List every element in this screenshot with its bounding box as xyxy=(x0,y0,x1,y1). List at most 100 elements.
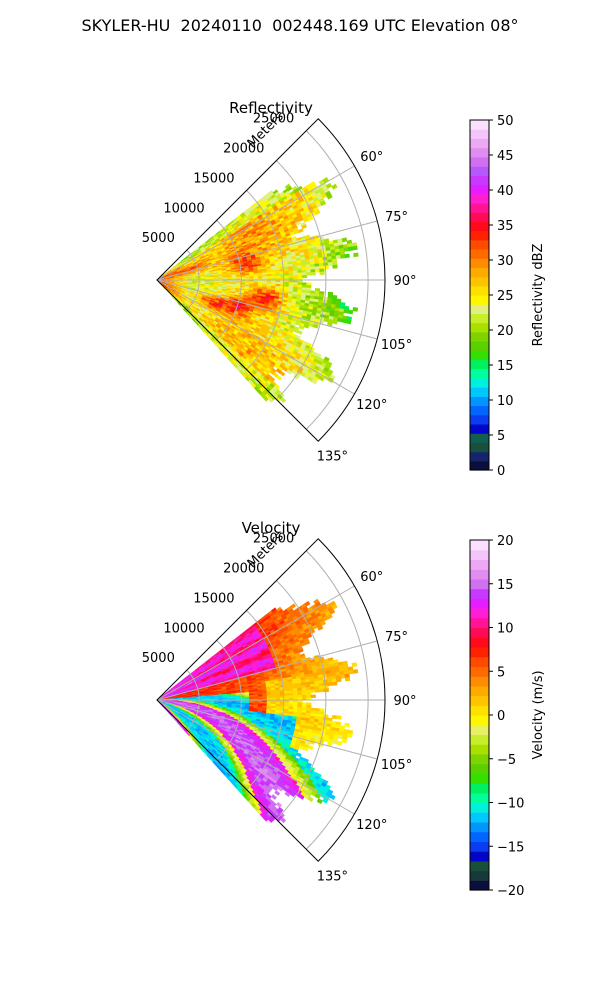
colorbar-tick-label: 40 xyxy=(497,184,514,199)
velocity-plot: Velocity 60° 75° 90° 105° 120° 135° 5000 10000 15… xyxy=(142,519,546,899)
colorbar-swatch xyxy=(470,120,489,130)
colorbar-swatch xyxy=(470,405,489,416)
colorbar-swatch xyxy=(470,744,489,755)
azimuth-tick-label: 75° xyxy=(385,630,408,645)
colorbar-tick-label: 5 xyxy=(497,429,505,444)
colorbar-swatch xyxy=(470,387,489,397)
colorbar-swatch xyxy=(470,705,489,716)
colorbar-swatch xyxy=(470,202,489,213)
range-tick-label: 20000 xyxy=(223,142,264,157)
colorbar-swatch xyxy=(470,598,489,609)
colorbar-swatch xyxy=(470,414,489,425)
colorbar-swatch xyxy=(470,295,489,305)
colorbar-swatch xyxy=(470,812,489,823)
colorbar-swatch xyxy=(470,239,489,250)
colorbar-tick-label: 0 xyxy=(497,709,505,724)
azimuth-tick-label: 75° xyxy=(385,210,408,225)
colorbar-swatch xyxy=(470,377,489,388)
colorbar-swatch xyxy=(470,821,489,833)
colorbar-swatch xyxy=(470,212,489,222)
colorbar-swatch xyxy=(470,423,489,434)
colorbar-swatch xyxy=(470,341,489,351)
colorbar-swatch xyxy=(470,221,489,232)
colorbar-swatch xyxy=(470,138,489,149)
colorbar-swatch xyxy=(470,304,489,315)
colorbar-swatch xyxy=(470,870,489,881)
colorbar-swatch xyxy=(470,442,489,453)
subplot-title: Reflectivity xyxy=(229,99,313,117)
reflectivity-plot: Reflectivity60°75°90°105°120°135°5000100… xyxy=(142,99,546,479)
colorbar-tick-label: 0 xyxy=(497,464,505,479)
azimuth-tick-label: 60° xyxy=(360,570,383,585)
colorbar-tick-label: −20 xyxy=(497,884,524,899)
colorbar-swatch xyxy=(470,569,489,580)
polar-grid xyxy=(156,130,385,442)
colorbar-swatch xyxy=(470,753,489,765)
range-tick-label: 15000 xyxy=(193,171,234,186)
colorbar-swatch xyxy=(470,147,489,158)
colorbar-swatch xyxy=(470,724,489,736)
colorbar-tick-label: 45 xyxy=(497,149,514,164)
colorbar-swatch xyxy=(470,350,489,361)
colorbar-swatch xyxy=(470,676,489,687)
colorbar-swatch xyxy=(470,695,489,706)
colorbar-tick-label: 15 xyxy=(497,359,514,374)
colorbar-swatch xyxy=(470,258,489,268)
azimuth-tick-label: 105° xyxy=(381,338,412,353)
colorbar-swatch xyxy=(470,588,489,599)
colorbar-swatch xyxy=(470,715,489,726)
colorbar-label: Reflectivity dBZ xyxy=(531,244,546,347)
range-tick-label: 10000 xyxy=(163,201,204,216)
colorbar-tick-label: 30 xyxy=(497,254,514,269)
azimuth-tick-labels: 60° 75° 90° 105° 120° 135° xyxy=(317,570,417,884)
range-tick-labels: 5000 10000 15000 20000 25000 xyxy=(142,112,295,246)
colorbar-swatch xyxy=(470,608,489,619)
azimuth-tick-label: 60° xyxy=(360,150,383,165)
range-tick-label: 15000 xyxy=(193,591,234,606)
colorbar: −20 −15 −10 −5 0 5 10 15 20 Velocity (m/s) xyxy=(469,534,546,899)
colorbar-swatch xyxy=(470,313,489,324)
colorbar-label: Velocity (m/s) xyxy=(531,670,546,759)
colorbar-swatch xyxy=(470,184,489,195)
colorbar-swatch xyxy=(470,248,489,259)
range-tick-labels: 5000 10000 15000 20000 25000 xyxy=(142,532,295,666)
colorbar-swatch xyxy=(470,331,489,342)
colorbar-tick-label: 25 xyxy=(497,289,514,304)
colorbar-swatch xyxy=(470,841,489,852)
colorbar-tick-label: −10 xyxy=(497,797,524,812)
colorbar-swatch xyxy=(470,627,489,638)
range-tick-label: 25000 xyxy=(253,112,294,127)
colorbar-swatch xyxy=(470,193,489,204)
colorbar-swatch xyxy=(470,166,489,176)
azimuth-tick-label: 120° xyxy=(356,818,387,833)
colorbar-swatch xyxy=(470,637,489,648)
azimuth-tick-label: 135° xyxy=(317,869,348,884)
colorbar-tick-label: 10 xyxy=(497,622,514,637)
range-tick-label: 20000 xyxy=(223,562,264,577)
colorbar-swatch xyxy=(470,322,489,333)
colorbar-tick-label: 20 xyxy=(497,534,514,549)
radar-field xyxy=(156,177,359,404)
azimuth-tick-label: 90° xyxy=(393,274,416,289)
colorbar-tick-label: 10 xyxy=(497,394,514,409)
colorbar-swatch xyxy=(470,880,489,891)
colorbar-swatch xyxy=(470,175,489,186)
colorbar-tick-label: −15 xyxy=(497,840,524,855)
colorbar-swatch xyxy=(470,559,489,570)
colorbar-swatch xyxy=(470,666,489,677)
azimuth-tick-label: 105° xyxy=(381,758,412,773)
colorbar-swatch xyxy=(470,617,489,629)
range-tick-label: 5000 xyxy=(142,651,175,666)
colorbar-swatch xyxy=(470,783,489,794)
colorbar-swatch xyxy=(470,451,489,462)
subplot-title: Velocity xyxy=(242,519,301,537)
colorbar-swatch xyxy=(470,851,489,862)
colorbar-tick-label: 15 xyxy=(497,578,514,593)
colorbar-swatch xyxy=(470,460,489,471)
colorbar-swatch xyxy=(470,129,489,140)
azimuth-tick-label: 135° xyxy=(317,449,348,464)
range-tick-label: 5000 xyxy=(142,231,175,246)
azimuth-tick-label: 120° xyxy=(356,398,387,413)
colorbar-swatch xyxy=(470,276,489,287)
colorbar-swatch xyxy=(470,734,489,745)
